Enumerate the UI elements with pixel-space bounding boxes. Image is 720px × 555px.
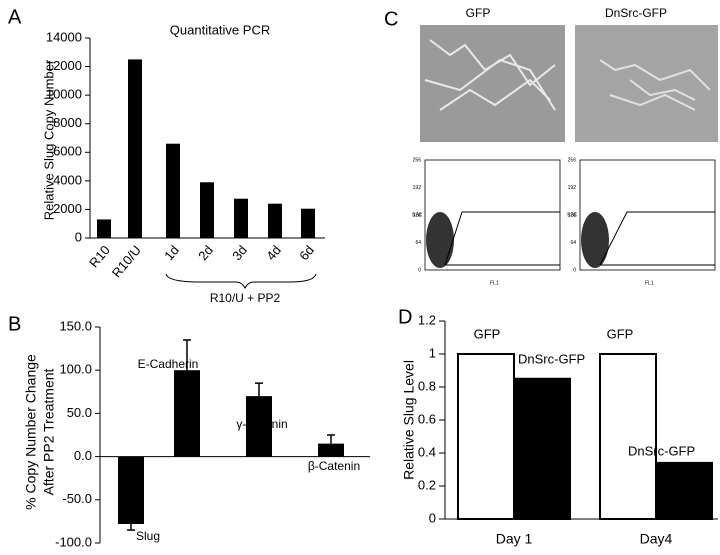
bar <box>457 353 515 520</box>
bar <box>599 353 657 520</box>
y-tick-label: 0.8 <box>418 378 436 393</box>
flow-x-label: FL1 <box>645 280 654 286</box>
x-tick-label: 1d <box>161 242 182 263</box>
y-axis-label: Relative Slug Copy Number <box>41 59 56 220</box>
panel-label: C <box>384 8 398 30</box>
flow-y-tick: 192 <box>413 185 422 191</box>
y-tick-label: 14000 <box>46 29 82 44</box>
bar-label: γ-Catenin <box>236 417 287 431</box>
y-tick-label: 1.2 <box>418 312 436 327</box>
bar-series-label: GFP <box>474 326 501 341</box>
y-axis-label: Relative Slug Level <box>401 360 417 480</box>
column-heading: GFP <box>466 6 491 20</box>
flow-y-label: SSC <box>412 212 423 218</box>
y-tick-label: 0 <box>429 510 436 525</box>
bar-label: E-Cadherin <box>138 357 199 371</box>
bar <box>234 198 248 238</box>
x-tick-label: R10 <box>86 242 113 270</box>
y-tick-label: 6000 <box>53 144 82 159</box>
flow-y-tick: 192 <box>568 185 577 191</box>
y-tick-label: 4000 <box>53 172 82 187</box>
y-tick-label: 10000 <box>46 87 82 102</box>
y-tick-label: 0.4 <box>418 444 436 459</box>
bar <box>128 59 142 238</box>
group-bracket <box>165 273 317 290</box>
bar <box>118 456 144 524</box>
x-tick-label: 3d <box>229 242 250 263</box>
x-tick-label: Day4 <box>640 531 673 547</box>
y-tick-label: 2000 <box>53 201 82 216</box>
flow-y-tick: 256 <box>568 157 577 163</box>
y-tick-label: -50.0 <box>62 491 92 506</box>
y-tick-label: 50.0 <box>67 405 92 420</box>
y-tick-label: -100.0 <box>55 534 92 549</box>
bar-series-label: DnSrc-GFP <box>518 351 585 366</box>
y-tick-label: 0.6 <box>418 411 436 426</box>
bar <box>174 370 200 457</box>
bar-series-label: DnSrc-GFP <box>628 443 695 458</box>
chart-title: Quantitative PCR <box>170 22 270 37</box>
microscopy <box>420 25 718 142</box>
y-tick-label: 12000 <box>46 58 82 73</box>
flow-y-tick: 0 <box>418 267 421 273</box>
x-tick-label: Day 1 <box>496 531 533 547</box>
y-axis-label: After PP2 Treatment <box>41 368 57 495</box>
bar <box>513 377 571 520</box>
x-tick-label: R10/U <box>109 242 144 280</box>
bar <box>268 203 282 238</box>
y-axis-label: % Copy Number Change <box>23 354 39 510</box>
bar <box>97 219 111 238</box>
x-tick-label: 4d <box>263 242 284 263</box>
bar <box>166 143 180 238</box>
y-tick-label: 100.0 <box>59 362 92 377</box>
bar <box>655 461 713 520</box>
x-tick-label: 2d <box>195 242 216 263</box>
bar <box>200 182 214 238</box>
y-tick-label: 0.2 <box>418 477 436 492</box>
bar-label: Slug <box>136 529 160 543</box>
flow-y-tick: 128 <box>413 212 422 218</box>
y-tick-label: 8000 <box>53 115 82 130</box>
column-heading: DnSrc-GFP <box>605 6 667 20</box>
bar <box>246 396 272 457</box>
panel-label: B <box>8 313 21 335</box>
flow-y-tick: 64 <box>415 240 421 246</box>
bar-label: β-Catenin <box>308 459 360 473</box>
flow-plots <box>424 159 716 271</box>
flow-y-tick: 0 <box>573 267 576 273</box>
y-tick-label: 150.0 <box>59 318 92 333</box>
y-tick-label: 1 <box>429 345 436 360</box>
bar <box>318 443 344 457</box>
panel-label: A <box>8 6 22 28</box>
flow-y-tick: 64 <box>570 240 576 246</box>
flow-x-label: FL1 <box>490 280 499 286</box>
panel-label: D <box>398 306 412 328</box>
group-label: R10/U + PP2 <box>210 291 281 305</box>
bar-series-label: GFP <box>607 326 634 341</box>
y-tick-label: 0 <box>75 229 82 244</box>
y-tick-label: 0.0 <box>74 448 92 463</box>
flow-y-tick: 256 <box>413 157 422 163</box>
flow-y-tick: 128 <box>568 212 577 218</box>
x-tick-label: 6d <box>296 242 317 263</box>
bar <box>301 208 315 238</box>
flow-y-label: SSC <box>567 212 578 218</box>
